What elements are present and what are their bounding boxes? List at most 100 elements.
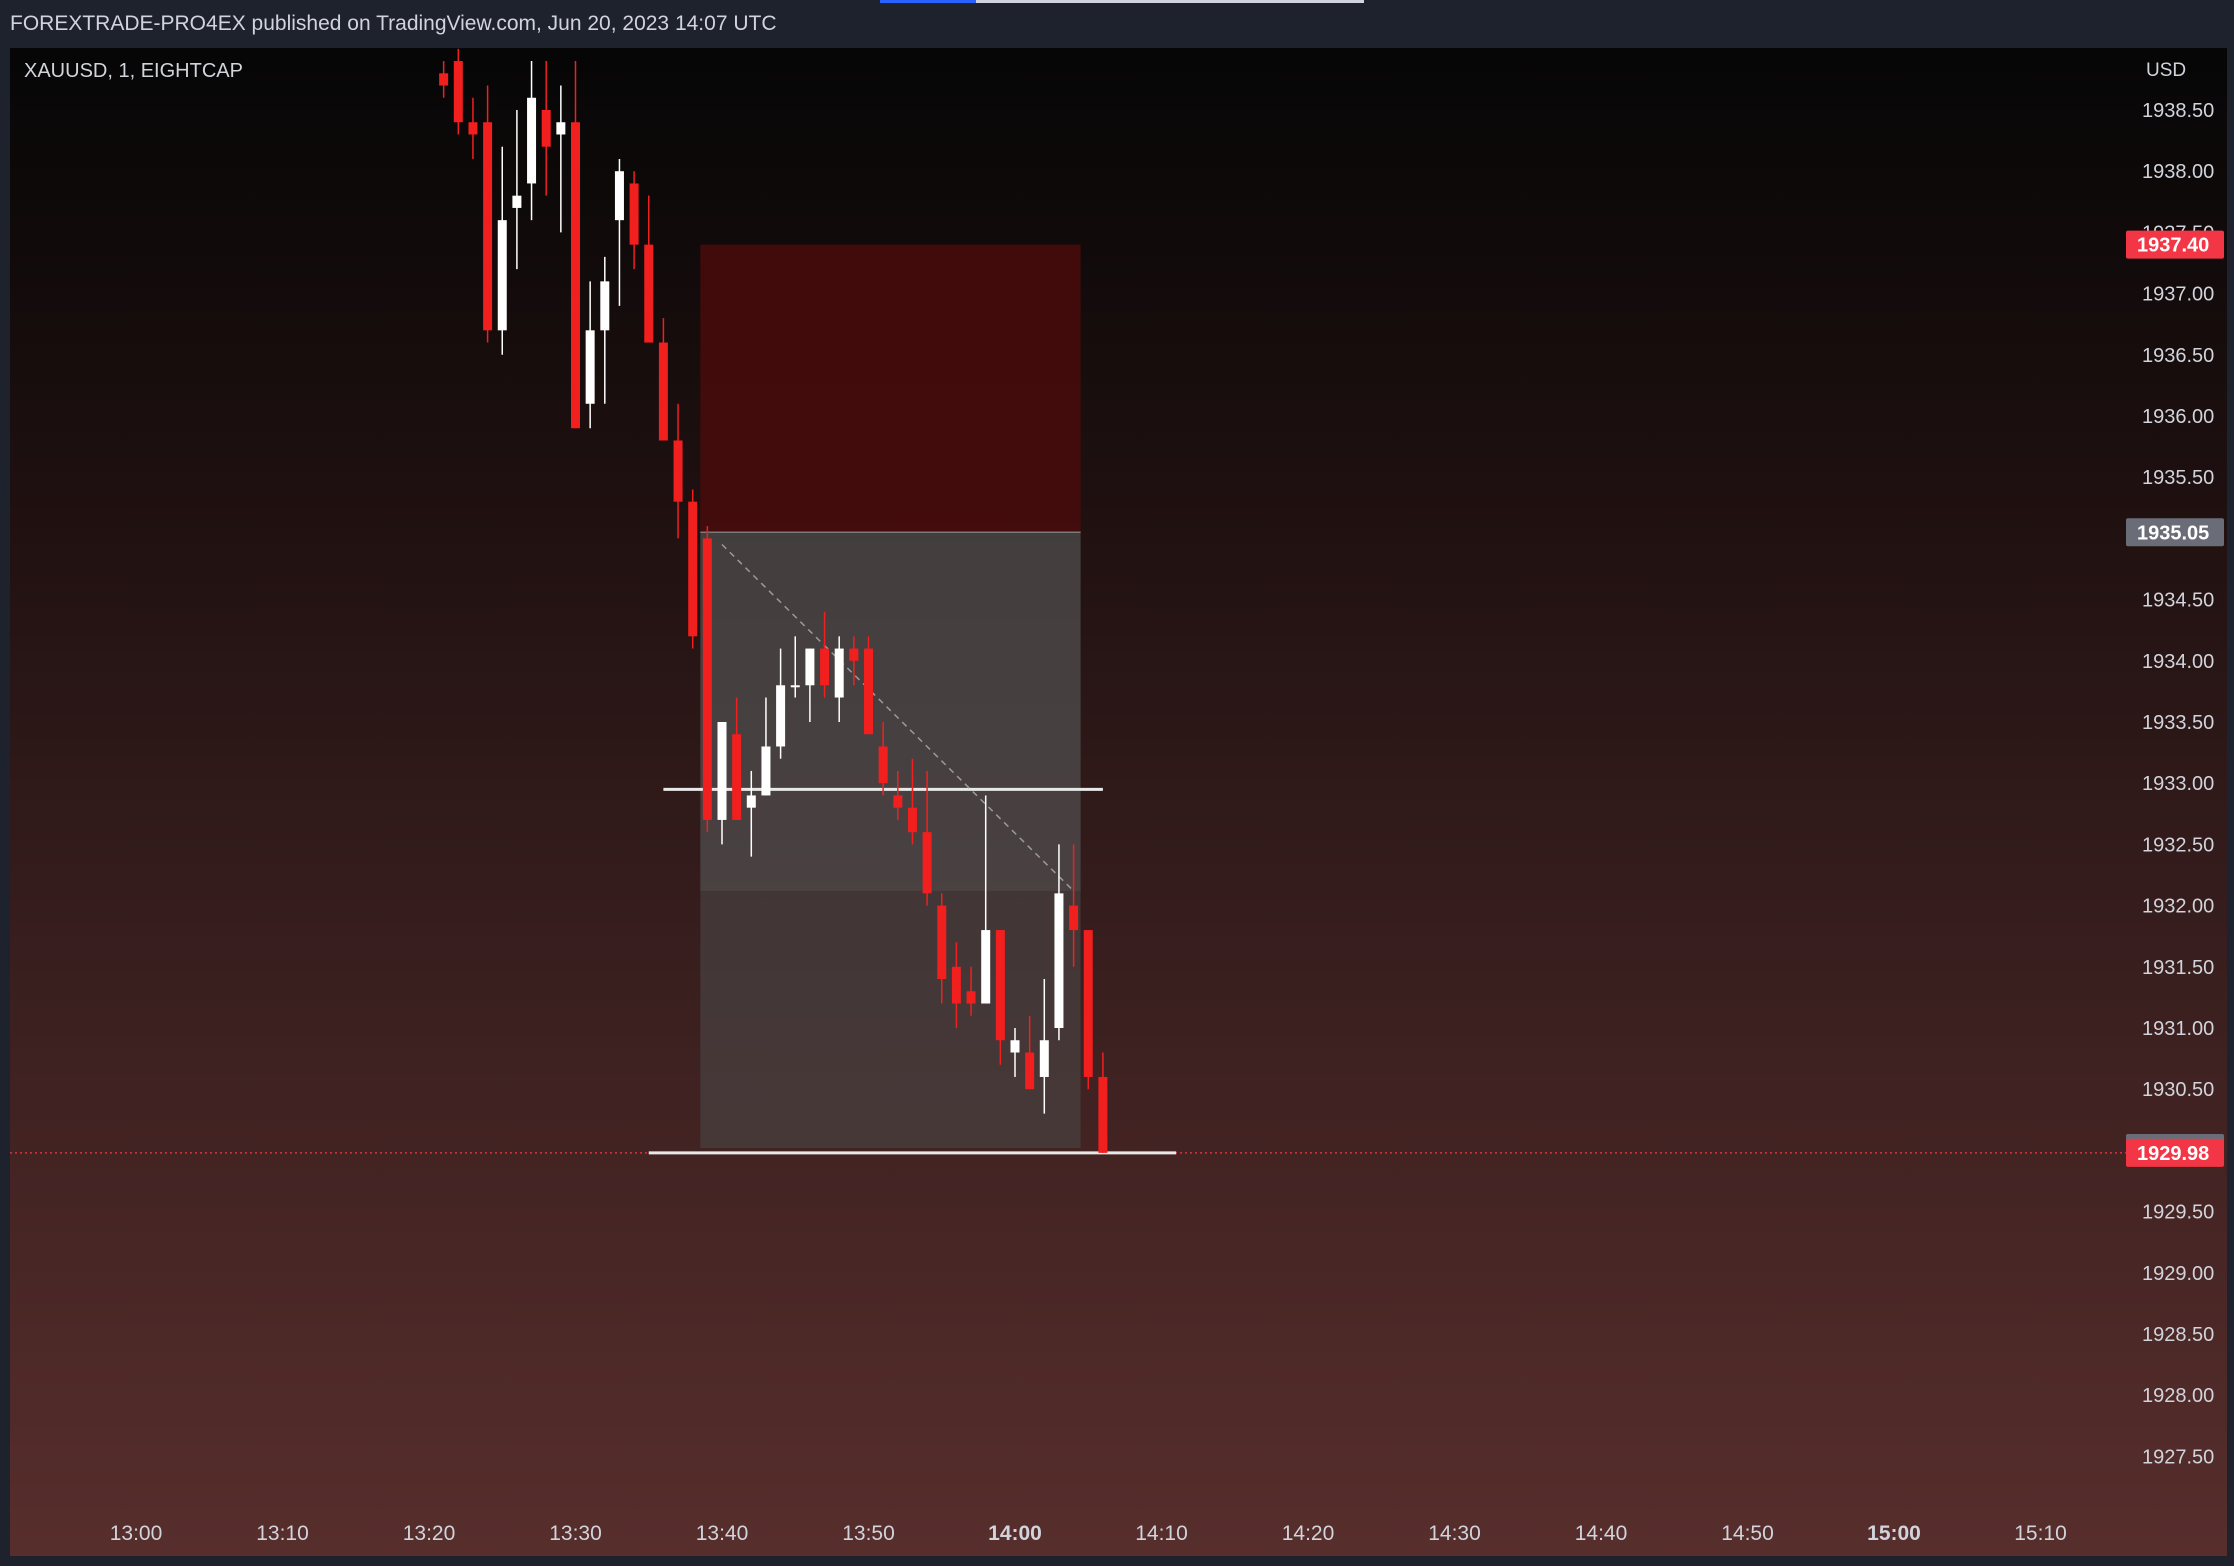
candle	[790, 636, 800, 698]
candle	[981, 795, 991, 1004]
candle	[966, 966, 976, 1016]
candle-body	[732, 734, 742, 820]
candle-body	[761, 746, 771, 796]
x-tick-label: 13:30	[549, 1522, 602, 1545]
candle	[893, 770, 903, 820]
x-tick-label: 15:10	[2014, 1522, 2067, 1545]
y-tick-label: 1928.50	[2142, 1324, 2214, 1346]
candle-body	[614, 171, 624, 221]
y-tick-label: 1931.50	[2142, 957, 2214, 979]
x-tick-label: 14:30	[1428, 1522, 1481, 1545]
candle-body	[746, 795, 756, 808]
candle	[658, 318, 668, 441]
candlestick-chart[interactable]: USD1938.501938.001937.501937.001936.5019…	[10, 48, 2227, 1556]
y-tick-label: 1929.50	[2142, 1202, 2214, 1224]
candle-body	[922, 832, 932, 894]
candle-body	[937, 905, 947, 980]
candle	[702, 526, 712, 833]
candle-body	[849, 648, 859, 661]
candle-body	[541, 110, 551, 147]
candle-body	[512, 195, 522, 208]
candle-body	[439, 73, 449, 86]
x-tick-label: 14:50	[1721, 1522, 1774, 1545]
candle-body	[966, 991, 976, 1004]
price-tag[interactable]	[2126, 1138, 2224, 1167]
candle-body	[658, 342, 668, 441]
candle	[468, 97, 478, 159]
price-tag-label: 1937.40	[2137, 235, 2209, 257]
x-tick-label: 14:20	[1282, 1522, 1335, 1545]
candle-body	[1098, 1076, 1108, 1153]
x-tick-label: 13:10	[256, 1522, 309, 1545]
price-tag-label: 1929.98	[2137, 1143, 2209, 1165]
y-tick-label: 1933.50	[2142, 712, 2214, 734]
candle	[556, 85, 566, 233]
candle	[688, 489, 698, 649]
profit-fill	[700, 532, 1081, 891]
candle-body	[527, 97, 537, 184]
y-tick-label: 1932.00	[2142, 896, 2214, 918]
candle-body	[600, 281, 610, 331]
x-tick-label: 13:50	[842, 1522, 895, 1545]
price-tag[interactable]	[2126, 518, 2224, 547]
candle-body	[893, 795, 903, 808]
candle-body	[1010, 1040, 1020, 1053]
candle-body	[585, 330, 595, 404]
candle	[673, 403, 683, 539]
price-tag[interactable]	[2126, 230, 2224, 259]
candle-body	[468, 122, 478, 135]
candle-body	[864, 648, 873, 735]
candle-body	[571, 122, 580, 429]
candle-body	[1069, 905, 1079, 931]
position-tool[interactable]	[700, 244, 1081, 1148]
tab-strip	[976, 0, 1364, 3]
candle	[571, 61, 580, 429]
stop-zone[interactable]	[700, 244, 1081, 533]
candle	[820, 611, 830, 698]
candle	[732, 697, 742, 820]
candles	[439, 48, 1108, 1153]
x-tick-label: 15:00	[1867, 1522, 1921, 1545]
candle-body	[497, 220, 507, 331]
trend-line[interactable]	[721, 543, 1075, 892]
chart-area[interactable]: USD1938.501938.001937.501937.001936.5019…	[10, 48, 2227, 1556]
candle-body	[790, 685, 800, 688]
candle	[1039, 979, 1049, 1114]
drawings[interactable]	[10, 543, 2225, 1155]
candle-body	[805, 648, 815, 686]
candle-body	[951, 966, 961, 1004]
price-axis[interactable]: USD1938.501938.001937.501937.001936.5019…	[2126, 60, 2224, 1468]
y-tick-label: 1934.00	[2142, 651, 2214, 673]
candle	[717, 722, 727, 845]
active-tab-indicator	[880, 0, 976, 3]
candle-body	[483, 122, 493, 331]
y-tick-label: 1936.50	[2142, 345, 2214, 367]
candle	[1083, 930, 1093, 1090]
candle-body	[834, 648, 844, 698]
y-tick-label: 1930.50	[2142, 1079, 2214, 1101]
candle-body	[717, 722, 727, 820]
candle	[1025, 1015, 1035, 1090]
candle	[1069, 844, 1079, 967]
y-tick-label: 1938.00	[2142, 161, 2214, 183]
y-tick-label: 1934.50	[2142, 590, 2214, 612]
candle-body	[1054, 893, 1064, 1028]
candle-body	[878, 746, 888, 784]
candle-body	[776, 685, 786, 747]
candle	[1098, 1052, 1108, 1153]
x-tick-label: 14:10	[1135, 1522, 1188, 1545]
candle	[585, 281, 595, 429]
publish-info: FOREXTRADE-PRO4EX published on TradingVi…	[10, 12, 777, 35]
candle	[614, 158, 624, 306]
candle	[834, 636, 844, 722]
candle	[746, 770, 756, 857]
y-tick-label: 1938.50	[2142, 100, 2214, 122]
candle-body	[981, 930, 991, 1004]
y-tick-label: 1937.00	[2142, 284, 2214, 306]
candle-body	[644, 244, 654, 343]
candle-body	[820, 648, 830, 686]
candle	[644, 195, 654, 343]
time-axis[interactable]: 13:00 13:10 13:20 13:30 13:40 13:50 14:00 14:10…	[110, 1522, 2067, 1545]
symbol-label: XAUUSD, 1, EIGHTCAP	[24, 60, 243, 82]
candle	[629, 171, 639, 270]
